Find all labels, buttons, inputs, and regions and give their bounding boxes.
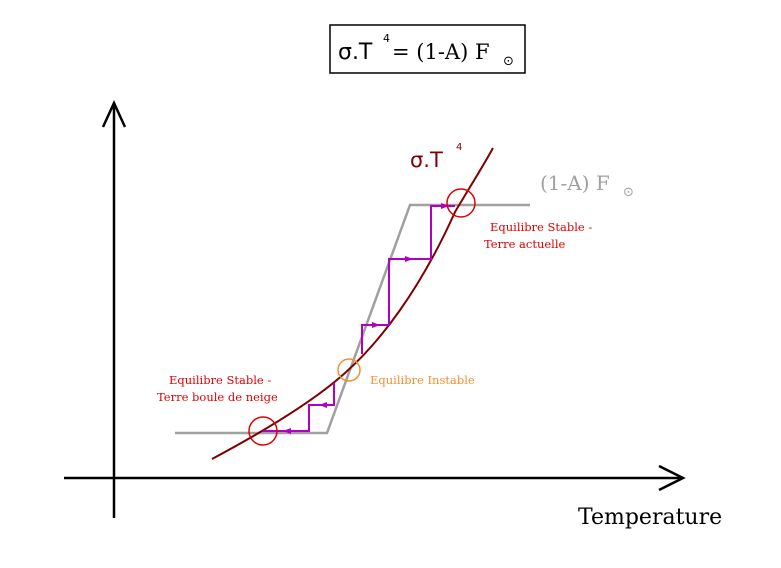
upper-staircase xyxy=(361,205,455,354)
equation-rhs: = (1-A) F xyxy=(392,40,490,64)
sun-symbol: ⊙ xyxy=(503,54,514,69)
y-axis-arrowhead xyxy=(101,99,127,128)
arrow-left-icon xyxy=(283,428,291,434)
arrow-right-icon xyxy=(405,256,413,262)
lower-staircase xyxy=(263,383,335,432)
equation-box xyxy=(329,24,526,74)
arrow-left-icon xyxy=(319,402,327,408)
equation-sigma-t: σ.T xyxy=(338,40,373,65)
absorbed-solar-line xyxy=(175,203,530,435)
absorbed-sun-symbol: ⊙ xyxy=(623,185,634,200)
unstable-label: Equilibre Instable xyxy=(370,373,475,387)
emission-curve-label: σ.T xyxy=(410,148,443,172)
x-axis-label: Temperature xyxy=(578,505,722,530)
equation-exponent: 4 xyxy=(383,32,390,45)
arrow-right-icon xyxy=(441,203,449,209)
stable-current-label-line1: Equilibre Stable - xyxy=(490,220,592,234)
axes xyxy=(64,99,686,518)
stable-current-label-line2: Terre actuelle xyxy=(484,237,566,251)
unstable-marker xyxy=(337,358,361,382)
stable-snowball-label-line2: Terre boule de neige xyxy=(157,390,278,404)
arrow-right-icon xyxy=(372,322,380,328)
emission-curve-exponent: 4 xyxy=(456,142,462,153)
emission-curve xyxy=(211,147,494,460)
lower-staircase-arrows xyxy=(283,402,327,434)
x-axis-arrowhead xyxy=(658,464,686,492)
stable-current-marker xyxy=(446,188,476,218)
absorbed-solar-label: (1-A) F xyxy=(540,171,610,195)
upper-staircase-arrows xyxy=(372,203,449,328)
stable-snowball-marker xyxy=(248,416,278,446)
stable-snowball-label-line1: Equilibre Stable - xyxy=(169,373,271,387)
